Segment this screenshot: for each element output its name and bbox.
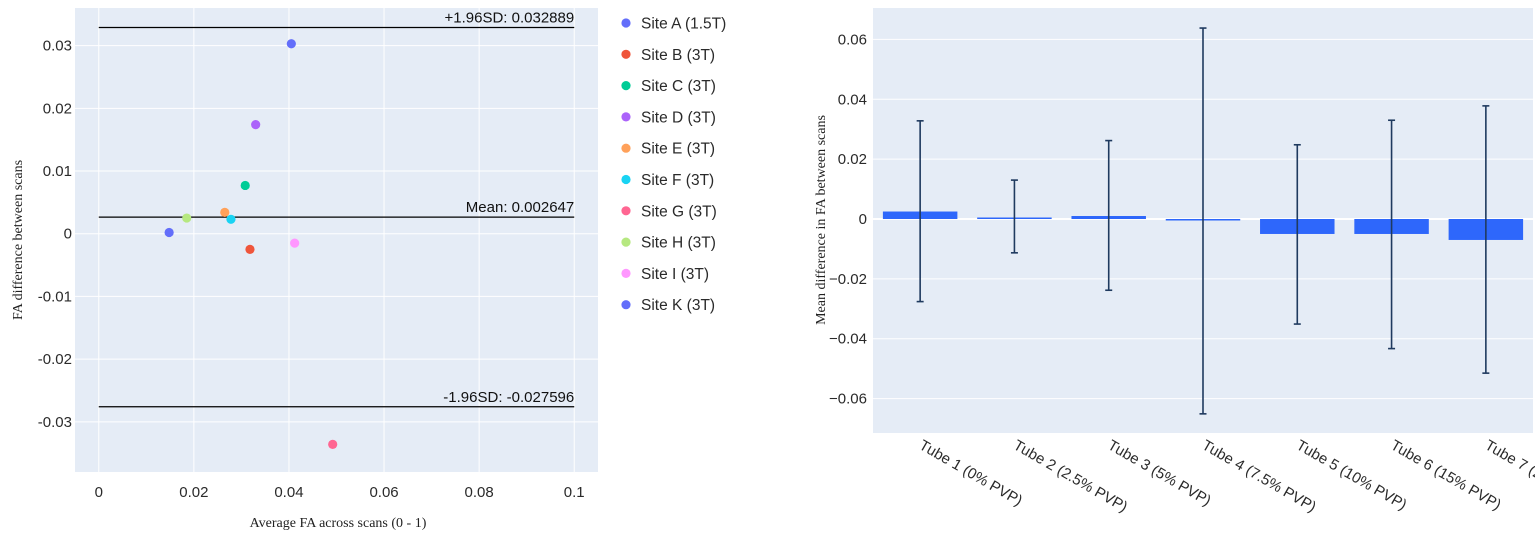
right-y-axis-title: Mean difference in FA between scans xyxy=(814,115,829,325)
left-x-tick-label: 0.1 xyxy=(564,484,585,501)
legend-label: Site F (3T) xyxy=(641,172,714,189)
legend-marker xyxy=(621,237,631,247)
left-y-tick-labels: 0.03 0.02 0.01 0 -0.01 -0.02 -0.03 xyxy=(38,38,72,431)
data-point xyxy=(164,227,174,238)
legend-marker xyxy=(621,143,631,153)
data-point xyxy=(226,214,236,224)
data-point xyxy=(240,180,250,191)
legend-marker xyxy=(621,18,631,28)
legend-marker xyxy=(621,112,631,122)
legend-marker xyxy=(621,300,631,310)
left-y-tick-label: 0 xyxy=(64,226,72,243)
tube-bar-chart: 0.06 0.04 0.02 0 −0.02 −0.04 −0.06 Tube 1 (0% … xyxy=(814,8,1535,516)
left-y-tick-label: -0.01 xyxy=(38,288,72,305)
left-y-tick-label: -0.03 xyxy=(38,414,72,431)
left-plot-background xyxy=(75,8,598,472)
right-y-tick-label: 0.04 xyxy=(838,91,867,108)
left-data-points xyxy=(164,39,338,450)
legend-marker xyxy=(621,206,631,216)
data-point xyxy=(251,120,261,130)
legend: Site A (1.5T) Site B (3T) Site C (3T) Site … xyxy=(621,16,726,314)
legend-label: Site C (3T) xyxy=(641,78,716,95)
left-x-tick-label: 0.04 xyxy=(274,484,303,501)
left-y-tick-label: 0.03 xyxy=(43,38,72,55)
left-x-tick-label: 0.06 xyxy=(369,484,398,501)
legend-marker xyxy=(621,268,631,278)
right-y-tick-label: −0.04 xyxy=(829,331,867,348)
left-y-tick-label: 0.02 xyxy=(43,100,72,117)
data-point xyxy=(286,39,296,49)
left-reference-lines: +1.96SD: 0.032889 Mean: 0.002647 -1.96SD: … xyxy=(98,10,575,408)
legend-label: Site G (3T) xyxy=(641,203,717,220)
data-point xyxy=(245,244,255,255)
right-y-tick-label: 0.06 xyxy=(838,31,867,48)
legend-marker xyxy=(621,174,631,185)
reference-line-label: Mean: 0.002647 xyxy=(466,199,574,216)
legend-label: Site D (3T) xyxy=(641,109,716,126)
left-x-axis-title: Average FA across scans (0 - 1) xyxy=(250,516,427,531)
data-point xyxy=(328,439,338,450)
legend-label: Site A (1.5T) xyxy=(641,16,726,33)
data-point xyxy=(220,207,230,218)
left-x-tick-label: 0.08 xyxy=(465,484,494,501)
left-y-axis-title: FA difference between scans xyxy=(11,160,26,320)
right-y-tick-label: 0 xyxy=(859,211,867,228)
legend-marker xyxy=(621,81,631,91)
legend-label: Site E (3T) xyxy=(641,141,715,158)
right-y-tick-label: −0.02 xyxy=(829,271,867,288)
right-y-tick-labels: 0.06 0.04 0.02 0 −0.02 −0.04 −0.06 xyxy=(829,31,867,407)
right-error-bars xyxy=(916,27,1490,415)
right-x-tick-label: Tube 1 (0% PVP) xyxy=(916,437,1025,510)
legend-label: Site B (3T) xyxy=(641,47,715,64)
right-y-tick-label: 0.02 xyxy=(838,151,867,168)
left-x-tick-label: 0.02 xyxy=(179,484,208,501)
left-gridlines xyxy=(75,8,598,472)
left-y-tick-label: 0.01 xyxy=(43,163,72,180)
left-y-tick-label: -0.02 xyxy=(38,351,72,368)
reference-line-label: +1.96SD: 0.032889 xyxy=(445,10,575,27)
data-point xyxy=(290,238,300,248)
legend-label: Site K (3T) xyxy=(641,297,715,314)
left-x-tick-label: 0 xyxy=(95,484,103,501)
right-y-tick-label: −0.06 xyxy=(829,391,867,408)
legend-label: Site H (3T) xyxy=(641,235,716,252)
reference-line-label: -1.96SD: -0.027596 xyxy=(443,389,574,406)
right-x-tick-labels: Tube 1 (0% PVP)Tube 2 (2.5% PVP)Tube 3 (… xyxy=(916,437,1535,516)
left-x-tick-labels: 0 0.02 0.04 0.06 0.08 0.1 xyxy=(95,484,585,501)
legend-label: Site I (3T) xyxy=(641,266,709,283)
legend-marker xyxy=(621,49,631,59)
bland-altman-chart: +1.96SD: 0.032889 Mean: 0.002647 -1.96SD: … xyxy=(11,8,726,531)
data-point xyxy=(182,213,192,223)
